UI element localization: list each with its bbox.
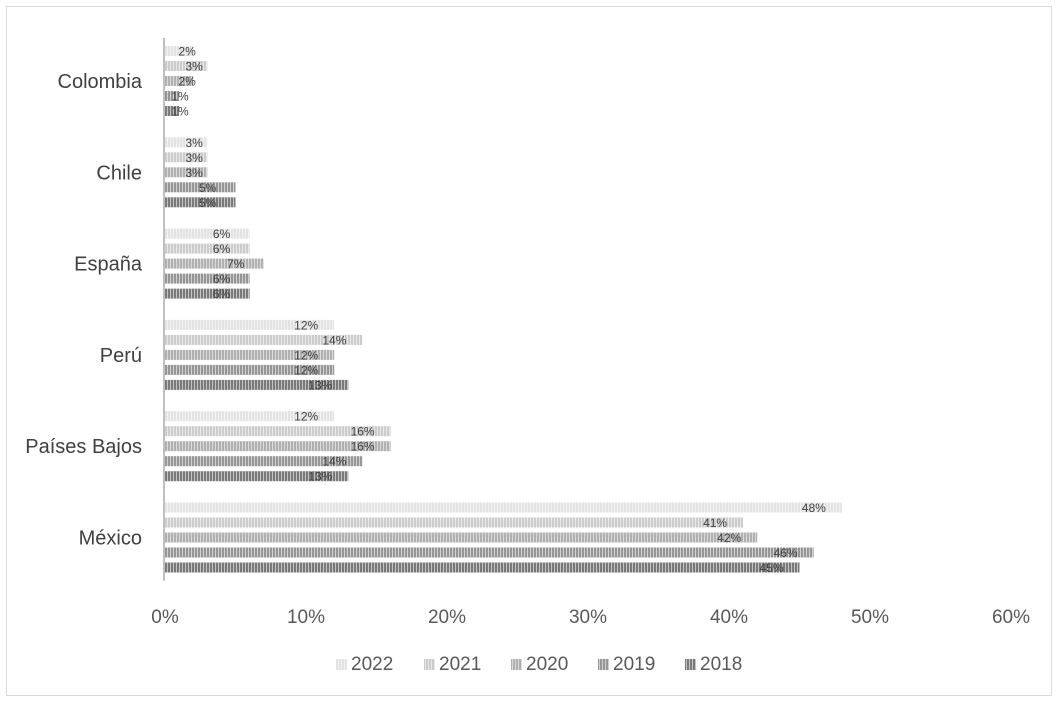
bar-paises-bajos-2022 [165,411,335,422]
data-label-colombia-2020: 2% [178,75,196,89]
data-label-chile-2022: 3% [185,136,203,150]
legend-swatch-2021 [424,659,435,670]
data-label-colombia-2021: 3% [185,60,203,74]
bar-chile-2022 [165,137,208,148]
data-label-peru-2018: 13% [308,378,332,392]
bar-mexico-2020 [165,532,758,543]
bar-colombia-2022 [165,46,194,56]
data-label-colombia-2019: 1% [171,90,189,104]
data-label-colombia-2022: 2% [178,45,196,59]
bar-colombia-2021 [165,61,208,71]
data-label-mexico-2020: 42% [717,531,741,545]
bar-espana-2020 [165,258,264,269]
legend-swatch-2022 [336,659,347,670]
bars-group [165,46,842,573]
data-label-paises-bajos-2019: 14% [322,455,346,469]
bar-chile-2018 [165,197,236,208]
x-tick-label: 50% [851,607,889,628]
legend: 2022 2021 2020 2019 2018 [336,654,742,675]
bar-paises-bajos-2021 [165,426,391,437]
bar-chile-2019 [165,182,236,193]
bar-peru-2018 [165,379,349,390]
category-label-chile: Chile [96,162,142,184]
x-tick-label: 0% [151,607,179,628]
bar-peru-2019 [165,364,335,375]
bar-espana-2019 [165,273,250,284]
data-label-espana-2018: 6% [213,287,231,301]
legend-label-2020: 2020 [526,654,568,675]
bar-peru-2022 [165,319,335,330]
category-label-peru: Perú [100,345,142,367]
bar-espana-2021 [165,243,250,254]
bar-chile-2021 [165,152,208,163]
legend-label-2022: 2022 [351,654,393,675]
data-label-mexico-2018: 45% [759,561,783,575]
data-label-espana-2019: 6% [213,272,231,286]
bar-peru-2021 [165,334,363,345]
bar-mexico-2022 [165,502,842,513]
data-label-chile-2021: 3% [185,151,203,165]
legend-swatch-2020 [511,659,522,670]
category-label-colombia: Colombia [58,71,143,93]
data-label-mexico-2019: 46% [774,546,798,560]
bar-colombia-2018 [165,106,180,116]
bar-colombia-2019 [165,91,180,101]
bar-colombia-2020 [165,76,194,86]
legend-swatch-2019 [598,659,609,670]
data-label-colombia-2018: 1% [171,105,189,119]
legend-label-2018: 2018 [700,654,742,675]
bar-paises-bajos-2018 [165,471,349,482]
bar-chile-2020 [165,167,208,178]
category-labels-group: Colombia Chile España Perú Países Bajos Méxic… [25,71,143,550]
legend-swatch-2018 [685,659,696,670]
x-tick-label: 30% [569,607,607,628]
x-tick-label: 20% [428,607,466,628]
x-tick-label: 10% [287,607,325,628]
bar-paises-bajos-2019 [165,456,363,467]
data-label-chile-2019: 5% [199,181,217,195]
bar-mexico-2019 [165,547,814,558]
bar-espana-2018 [165,288,250,299]
legend-label-2019: 2019 [613,654,655,675]
bar-mexico-2021 [165,517,744,528]
x-tick-label: 40% [710,607,748,628]
data-label-paises-bajos-2018: 13% [308,470,332,484]
data-label-mexico-2022: 48% [802,501,826,515]
data-labels-group: 2%3%2%1%1%3%3%3%5%5%6%6%7%6%6%12%14%12%1… [171,45,826,576]
data-label-peru-2021: 14% [322,333,346,347]
bar-mexico-2018 [165,562,800,573]
data-label-mexico-2021: 41% [703,516,727,530]
data-label-espana-2020: 7% [227,257,245,271]
data-label-peru-2019: 12% [294,363,318,377]
data-label-chile-2018: 5% [199,196,217,210]
bar-espana-2022 [165,228,250,239]
data-label-chile-2020: 3% [185,166,203,180]
category-label-mexico: México [79,528,142,550]
data-label-espana-2022: 6% [213,227,231,241]
category-label-paises-bajos: Países Bajos [25,436,142,458]
data-label-peru-2022: 12% [294,318,318,332]
data-label-espana-2021: 6% [213,242,231,256]
data-label-paises-bajos-2021: 16% [351,425,375,439]
x-tick-labels-group: 0% 10% 20% 30% 40% 50% 60% [151,607,1030,628]
x-tick-label: 60% [992,607,1030,628]
data-label-peru-2020: 12% [294,348,318,362]
bar-peru-2020 [165,349,335,360]
data-label-paises-bajos-2022: 12% [294,410,318,424]
category-label-espana: España [74,254,143,276]
legend-label-2021: 2021 [439,654,481,675]
bar-paises-bajos-2020 [165,441,391,452]
data-label-paises-bajos-2020: 16% [351,440,375,454]
